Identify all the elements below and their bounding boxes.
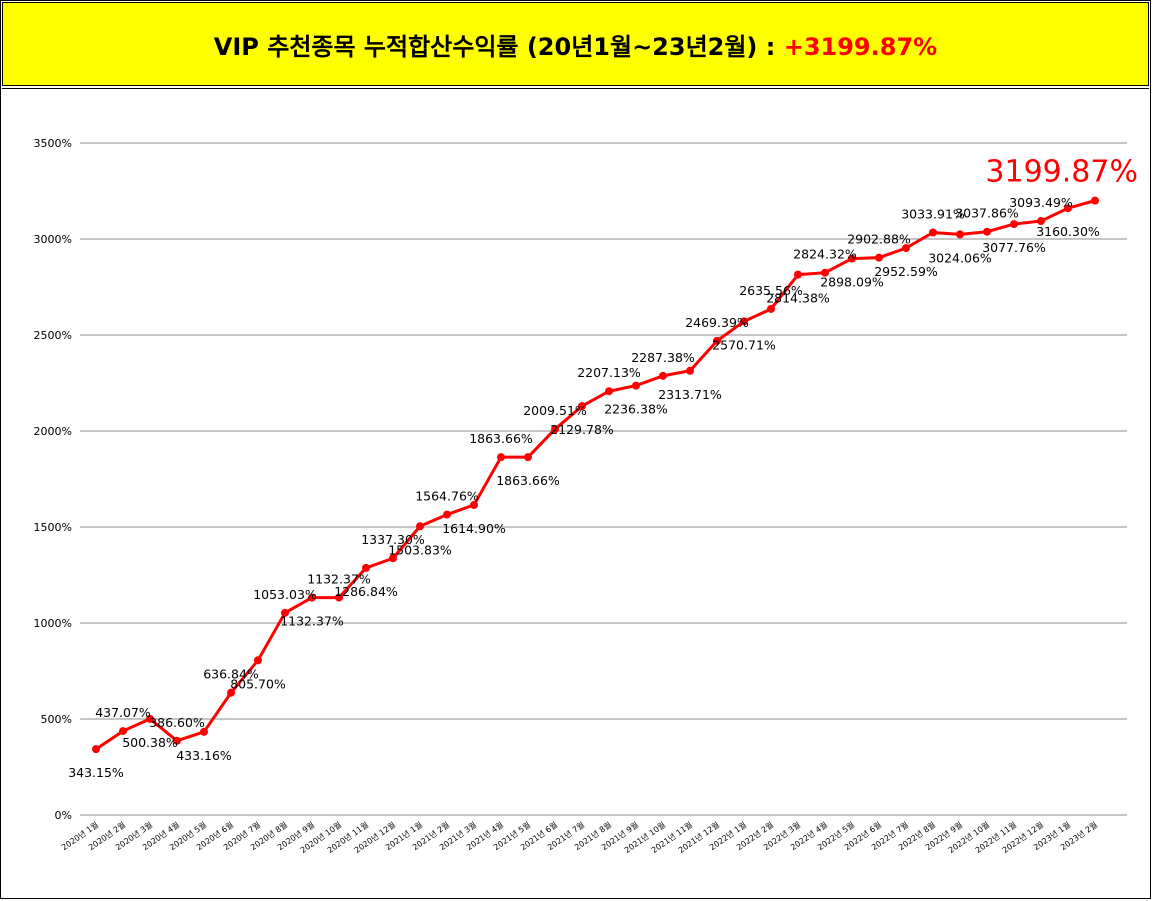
data-labels: 343.15% 437.07% 500.38% 386.60% 433.16% 636.8… xyxy=(68,155,1138,780)
data-point xyxy=(659,371,667,380)
data-label: 1132.37% xyxy=(280,614,344,629)
data-label: 1053.03% xyxy=(253,587,317,602)
data-label: 3024.06% xyxy=(928,250,992,265)
chart-title-total: +3199.87% xyxy=(783,32,938,61)
data-point xyxy=(470,500,478,509)
data-point xyxy=(686,366,694,375)
data-point xyxy=(362,563,370,572)
data-label: 343.15% xyxy=(68,765,124,780)
data-point xyxy=(524,453,532,462)
data-point xyxy=(902,244,910,253)
data-point xyxy=(875,253,883,262)
data-point xyxy=(1010,220,1018,229)
data-label: 2287.38% xyxy=(631,350,695,365)
data-label: 1286.84% xyxy=(334,584,398,599)
data-point xyxy=(1091,196,1099,205)
data-label: 805.70% xyxy=(230,676,286,691)
data-label: 1614.90% xyxy=(442,521,506,536)
data-point xyxy=(1037,217,1045,226)
data-point xyxy=(200,727,208,736)
data-label: 3037.86% xyxy=(955,206,1019,221)
data-point xyxy=(92,745,100,754)
data-label: 1132.37% xyxy=(307,572,371,587)
data-point xyxy=(983,227,991,236)
data-label: 2236.38% xyxy=(604,402,668,417)
data-point xyxy=(254,656,262,665)
data-label: 437.07% xyxy=(95,705,151,720)
data-label: 386.60% xyxy=(149,715,205,730)
data-label: 1337.30% xyxy=(361,532,425,547)
data-point xyxy=(605,387,613,396)
data-point xyxy=(497,453,505,462)
data-point xyxy=(794,270,802,279)
data-label: 2129.78% xyxy=(550,422,614,437)
data-point xyxy=(146,714,154,723)
y-tick-label: 1000% xyxy=(34,617,72,630)
y-tick-label: 0% xyxy=(55,809,72,822)
data-label: 3093.49% xyxy=(1009,195,1073,210)
data-label: 2824.32% xyxy=(793,247,857,262)
data-label: 2313.71% xyxy=(658,387,722,402)
title-banner: VIP 추천종목 누적합산수익률 (20년1월~23년2월) : +3199.8… xyxy=(2,2,1149,86)
data-label: 1863.66% xyxy=(496,473,560,488)
data-label: 3033.91% xyxy=(901,206,965,221)
data-point xyxy=(551,425,559,434)
data-point xyxy=(821,268,829,277)
data-point xyxy=(173,736,181,745)
data-label: 500.38% xyxy=(122,735,178,750)
y-axis-ticks: 0% 500% 1000% 1500% 2000% 2500% 3000% 3500% xyxy=(34,137,72,822)
chart-title-main: VIP 추천종목 누적합산수익률 (20년1월~23년2월) : xyxy=(213,32,784,61)
data-label: 2469.39% xyxy=(685,315,749,330)
final-value-label: 3199.87% xyxy=(985,155,1138,190)
data-label: 3160.30% xyxy=(1036,224,1100,239)
data-label: 1564.76% xyxy=(415,489,479,504)
data-label: 2207.13% xyxy=(577,365,641,380)
y-tick-label: 3000% xyxy=(34,233,72,246)
y-tick-label: 500% xyxy=(41,713,72,726)
grid-lines xyxy=(80,142,1127,816)
data-label: 2952.59% xyxy=(874,264,938,279)
data-point xyxy=(956,230,964,239)
data-label: 1863.66% xyxy=(469,431,533,446)
data-point xyxy=(389,554,397,563)
chart-title: VIP 추천종목 누적합산수익률 (20년1월~23년2월) : +3199.8… xyxy=(214,27,937,62)
data-label: 2570.71% xyxy=(712,337,776,352)
data-point xyxy=(443,510,451,519)
data-point xyxy=(713,336,721,345)
data-point xyxy=(929,228,937,237)
title-separator xyxy=(2,88,1149,89)
y-tick-label: 2500% xyxy=(34,329,72,342)
data-label: 3077.76% xyxy=(982,240,1046,255)
data-point xyxy=(416,522,424,531)
data-label: 2635.56% xyxy=(739,283,803,298)
data-label: 1503.83% xyxy=(388,542,452,557)
data-label: 636.84% xyxy=(203,667,259,682)
data-point xyxy=(227,688,235,697)
data-point xyxy=(281,608,289,617)
y-tick-label: 2000% xyxy=(34,425,72,438)
data-point xyxy=(848,254,856,263)
y-tick-label: 3500% xyxy=(34,137,72,150)
data-point xyxy=(767,304,775,313)
data-label: 2009.51% xyxy=(523,403,587,418)
data-point xyxy=(335,593,343,602)
data-point xyxy=(1064,204,1072,213)
series-line xyxy=(92,196,1099,754)
data-point xyxy=(632,381,640,390)
series-polyline xyxy=(95,199,1096,751)
data-point xyxy=(308,593,316,602)
data-point xyxy=(740,317,748,326)
data-label: 2902.88% xyxy=(847,232,911,247)
data-point xyxy=(578,402,586,411)
y-tick-label: 1500% xyxy=(34,521,72,534)
data-label: 2814.38% xyxy=(766,291,830,306)
data-label: 2898.09% xyxy=(820,275,884,290)
data-point xyxy=(119,727,127,736)
data-label: 433.16% xyxy=(176,748,232,763)
